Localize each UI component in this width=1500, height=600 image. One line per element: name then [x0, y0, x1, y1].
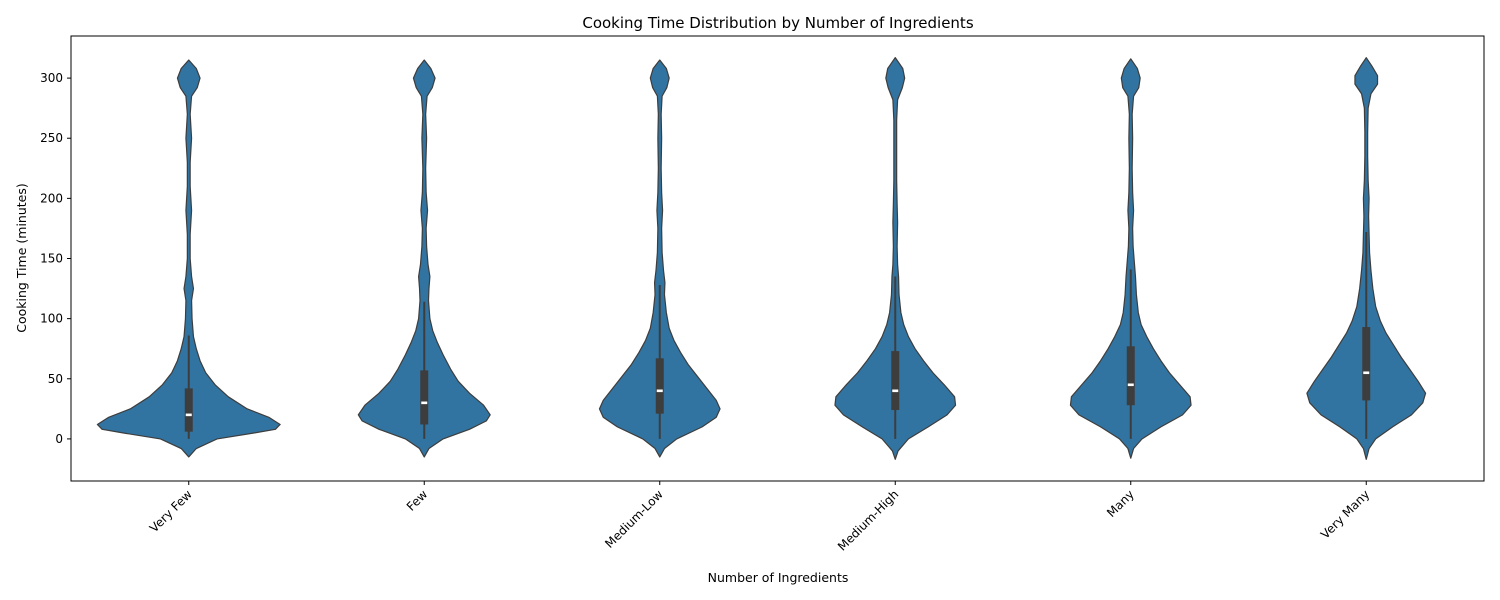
x-tick-label: Very Many: [1318, 487, 1372, 541]
plot-frame: [70, 35, 1485, 482]
y-tick-label: 250: [40, 131, 63, 145]
violin-iqr-box: [1362, 327, 1371, 401]
x-tick-label: Many: [1104, 487, 1137, 520]
violin-median: [185, 413, 192, 417]
violin-iqr-box: [891, 351, 900, 411]
x-axis-label: Number of Ingredients: [708, 570, 849, 585]
y-tick-label: 100: [40, 312, 63, 326]
x-tick-label: Medium-Low: [602, 487, 666, 551]
violin-body: [834, 57, 957, 460]
violin-median: [892, 389, 899, 393]
y-tick-label: 300: [40, 71, 63, 85]
violin-body: [598, 59, 721, 458]
violin-body: [1069, 58, 1192, 459]
violin-body: [96, 59, 281, 458]
violin-median: [656, 389, 663, 393]
x-tick-label: Medium-High: [835, 487, 901, 553]
violin-iqr-box: [655, 358, 664, 414]
violin-median: [421, 401, 428, 405]
x-tick-label: Very Few: [147, 487, 195, 535]
y-tick-label: 200: [40, 191, 63, 205]
y-tick-label: 150: [40, 252, 63, 266]
chart-title: Cooking Time Distribution by Number of I…: [582, 14, 973, 32]
violin-iqr-box: [184, 388, 193, 432]
y-tick-label: 0: [55, 432, 63, 446]
violin-iqr-box: [1126, 346, 1135, 406]
y-tick-label: 50: [48, 372, 63, 386]
y-axis-label: Cooking Time (minutes): [14, 183, 29, 332]
violin-iqr-box: [420, 370, 429, 425]
violin-median: [1127, 383, 1134, 387]
violin-body: [357, 59, 491, 458]
x-tick-label: Few: [404, 487, 431, 514]
violin-median: [1363, 371, 1370, 375]
